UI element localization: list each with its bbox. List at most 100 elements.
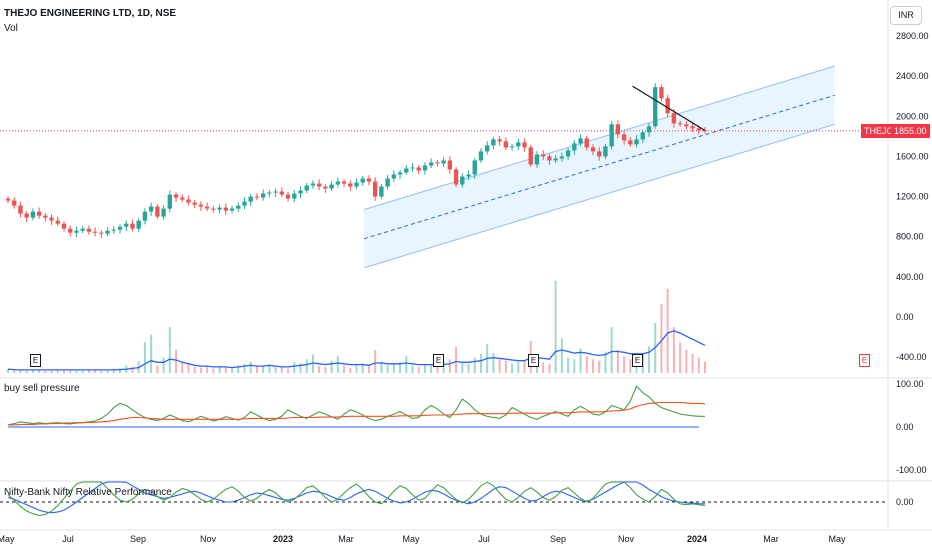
candle-body (74, 230, 79, 233)
earnings-flag[interactable]: E (433, 354, 444, 367)
candle-body (410, 167, 415, 169)
volume-bar (243, 363, 246, 373)
volume-bar (56, 369, 59, 373)
volume-bar (106, 370, 109, 373)
volume-bar (704, 361, 706, 373)
volume-bar (660, 304, 663, 373)
candle-body (260, 193, 266, 198)
volume-bar (492, 353, 495, 373)
time-tick-label: May (402, 534, 420, 544)
candle-body (148, 206, 154, 212)
candle-body (472, 160, 477, 175)
candle-body (485, 145, 490, 152)
candle-body (161, 208, 166, 217)
volume-bar (498, 359, 501, 373)
volume-bar (467, 363, 470, 373)
candle-body (323, 186, 328, 189)
volume-bar (399, 362, 402, 373)
volume-bar (237, 365, 240, 373)
volume-bar (380, 361, 383, 373)
candle-body (503, 141, 509, 148)
volume-bar (411, 365, 414, 373)
volume-bar (87, 370, 90, 373)
earnings-flag[interactable]: E (30, 354, 41, 367)
candle-body (304, 185, 309, 191)
volume-bar (299, 363, 302, 373)
candle-body (24, 213, 29, 218)
volume-bar (504, 360, 507, 373)
candle-body (360, 178, 365, 183)
price-tick-label: 2800.00 (896, 31, 929, 41)
volume-bar (94, 369, 97, 373)
volume-bar (685, 350, 688, 373)
earnings-flag[interactable]: E (528, 354, 539, 367)
candle-body (18, 205, 23, 214)
time-tick-label: May (828, 534, 846, 544)
earnings-flag[interactable]: E (859, 354, 870, 367)
volume-bar (305, 359, 308, 373)
volume-bar (697, 357, 700, 373)
candle-body (696, 128, 701, 131)
relative-pane-title: Nifty-Bank Nifty Relative Performance (4, 487, 172, 498)
time-tick-label: 2023 (273, 534, 293, 544)
candle-body (142, 211, 148, 221)
volume-bar (19, 369, 22, 373)
candle-body (36, 211, 42, 216)
volume-bar (69, 370, 72, 373)
candle-body (590, 147, 596, 152)
time-tick-label: Jul (478, 534, 490, 544)
price-tick-label: 1200.00 (896, 192, 929, 202)
volume-bar (374, 350, 377, 373)
candle-body (329, 184, 334, 189)
time-tick-label: Nov (618, 534, 635, 544)
price-tick-label: 2400.00 (896, 71, 929, 81)
pressure-tick-label: -100.00 (896, 465, 927, 475)
candle-body (5, 198, 11, 201)
volume-bar (293, 362, 296, 373)
candle-body (99, 232, 104, 234)
candle-body (354, 182, 359, 187)
volume-bar (268, 364, 271, 373)
channel-middle-line (363, 94, 835, 240)
pressure-tick-label: 100.00 (896, 379, 924, 389)
volume-bar (287, 368, 290, 373)
volume-bar (81, 370, 84, 373)
volume-bar (31, 369, 34, 373)
price-tick-label: 800.00 (896, 232, 924, 242)
candle-body (597, 151, 602, 157)
candle-body (497, 139, 502, 142)
candle-body (211, 208, 216, 210)
candle-body (453, 169, 459, 185)
volume-bar (324, 366, 327, 373)
candle-body (460, 176, 465, 185)
volume-bar (206, 366, 209, 373)
earnings-flag[interactable]: E (632, 354, 643, 367)
candle-body (173, 194, 179, 198)
candle-body (229, 208, 235, 211)
candle-body (204, 206, 210, 209)
candle-body (466, 174, 471, 177)
candle-body (223, 207, 228, 211)
volume-label: Vol (4, 23, 18, 34)
volume-bar (13, 369, 16, 373)
volume-bar (598, 360, 601, 373)
candle-body (130, 223, 135, 229)
candle-body (702, 130, 708, 132)
candle-body (615, 124, 621, 135)
candle-body (404, 168, 409, 173)
volume-bar (199, 367, 202, 373)
candle-body (124, 223, 129, 227)
pressure-pane-title: buy sell pressure (4, 383, 80, 394)
volume-bar (455, 346, 458, 373)
time-tick-label: Sep (130, 534, 146, 544)
candle-body (310, 183, 316, 186)
candle-body (528, 147, 533, 165)
volume-bar (318, 366, 321, 373)
volume-bar (175, 350, 178, 373)
volume-bar (417, 366, 420, 373)
candle-body (167, 194, 172, 209)
volume-bar (349, 367, 352, 373)
currency-selector[interactable]: INR (890, 6, 922, 25)
pressure-tick-label: 0.00 (896, 422, 914, 432)
